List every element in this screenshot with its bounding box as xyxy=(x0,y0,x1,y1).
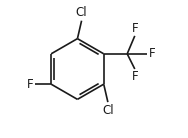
Text: Cl: Cl xyxy=(76,6,87,19)
Text: Cl: Cl xyxy=(102,104,114,116)
Text: F: F xyxy=(149,47,156,60)
Text: F: F xyxy=(131,22,138,34)
Text: F: F xyxy=(131,70,138,83)
Text: F: F xyxy=(27,78,33,91)
